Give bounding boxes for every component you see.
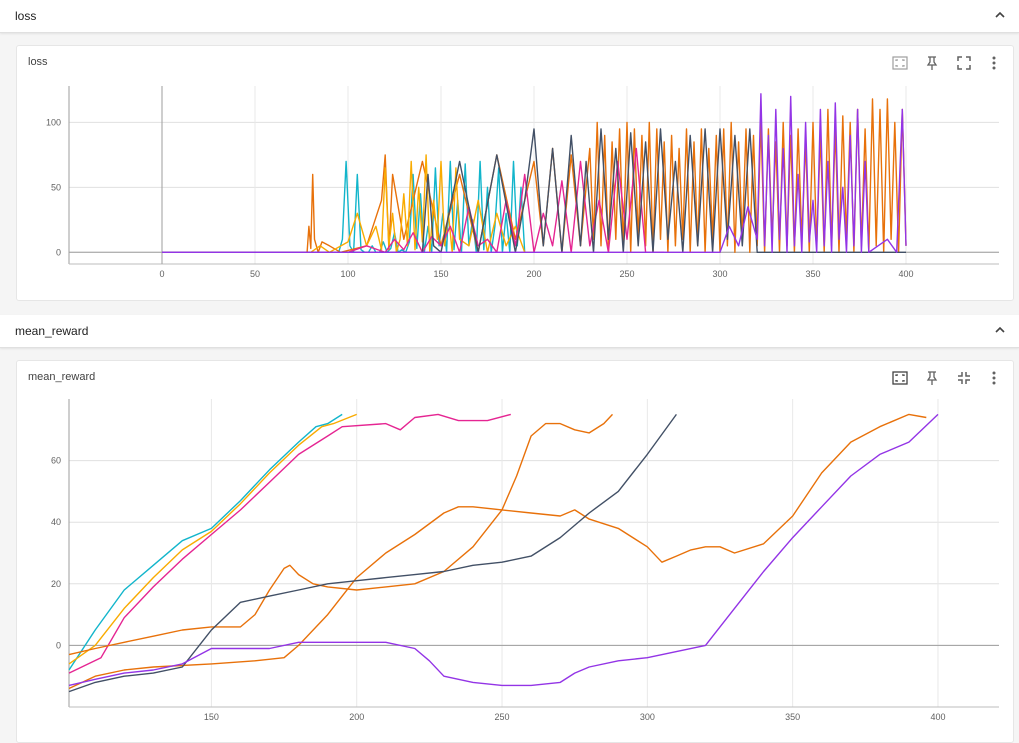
exit-fullscreen-icon[interactable]: [955, 369, 973, 387]
series-line-amber: [68, 413, 357, 665]
reward-section-header[interactable]: mean_reward: [0, 315, 1019, 348]
x-tick-label: 400: [930, 712, 945, 722]
loss-chart[interactable]: 0 50 100 0 50 100 150 200 250 300 350 400: [17, 46, 1013, 300]
y-tick-label: 0: [56, 640, 61, 650]
y-tick-label: 60: [51, 456, 61, 466]
x-tick-label: 150: [433, 269, 448, 279]
chevron-up-icon[interactable]: [993, 323, 1007, 337]
chevron-up-icon[interactable]: [993, 8, 1007, 22]
reward-section-title: mean_reward: [15, 324, 89, 338]
more-vert-icon[interactable]: [985, 369, 1003, 387]
y-tick-label: 50: [51, 182, 61, 192]
y-tick-label: 40: [51, 517, 61, 527]
series-line-orange_mid: [68, 413, 927, 690]
x-tick-label: 200: [349, 712, 364, 722]
x-tick-label: 350: [785, 712, 800, 722]
series-line-amber: [162, 154, 534, 253]
x-tick-label: 200: [526, 269, 541, 279]
fit-domain-icon[interactable]: [891, 369, 909, 387]
series-line-purple: [68, 413, 939, 687]
x-tick-label: 400: [898, 269, 913, 279]
series-line-slate: [162, 128, 906, 253]
more-vert-icon[interactable]: [985, 54, 1003, 72]
x-tick-label: 300: [712, 269, 727, 279]
loss-chart-toolbar: [891, 54, 1003, 72]
mean-reward-chart[interactable]: 0 20 40 60 150 200 250 300 350 400: [17, 361, 1013, 742]
reward-chart-toolbar: [891, 369, 1003, 387]
x-tick-label: 250: [619, 269, 634, 279]
fit-domain-icon[interactable]: [891, 54, 909, 72]
x-tick-label: 150: [204, 712, 219, 722]
x-tick-label: 100: [340, 269, 355, 279]
y-tick-label: 100: [46, 117, 61, 127]
fullscreen-icon[interactable]: [955, 54, 973, 72]
reward-chart-card: mean_reward 0 20 40 60 150 200 250 300 350 400: [16, 360, 1014, 743]
series-line-orange_low: [68, 413, 614, 656]
series-line-purple: [162, 93, 907, 253]
y-tick-label: 0: [56, 247, 61, 257]
x-tick-label: 0: [159, 269, 164, 279]
series-line-teal: [68, 413, 343, 671]
loss-chart-title: loss: [28, 56, 48, 68]
x-tick-label: 350: [805, 269, 820, 279]
pin-icon[interactable]: [923, 369, 941, 387]
x-tick-label: 50: [250, 269, 260, 279]
series-line-pink: [68, 413, 511, 674]
chart-grid: [69, 399, 999, 707]
loss-section-title: loss: [15, 9, 37, 23]
loss-section-header[interactable]: loss: [0, 0, 1019, 33]
pin-icon[interactable]: [923, 54, 941, 72]
y-tick-label: 20: [51, 579, 61, 589]
reward-chart-title: mean_reward: [28, 371, 96, 383]
series-line-slate: [68, 413, 677, 693]
x-tick-label: 300: [640, 712, 655, 722]
x-tick-label: 250: [495, 712, 510, 722]
loss-chart-card: loss 0 50 100 0 50 100 150 200 250 300 350 400: [16, 45, 1014, 301]
